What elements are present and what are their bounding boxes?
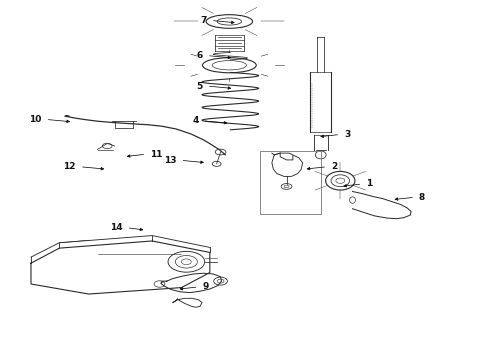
Text: 4: 4 [192,116,198,125]
Bar [260,151,321,214]
Text: 7: 7 [200,16,207,25]
Text: 2: 2 [331,162,337,171]
Text: 9: 9 [202,282,209,291]
Text: 1: 1 [366,179,372,188]
Text: 10: 10 [29,115,42,124]
Text: 12: 12 [63,162,76,171]
Text: 13: 13 [164,156,176,165]
Text: 8: 8 [419,193,425,202]
Text: 14: 14 [110,223,123,232]
Text: 6: 6 [196,51,203,60]
Text: 5: 5 [196,82,203,91]
Text: 3: 3 [344,130,350,139]
Text: 11: 11 [150,150,163,159]
